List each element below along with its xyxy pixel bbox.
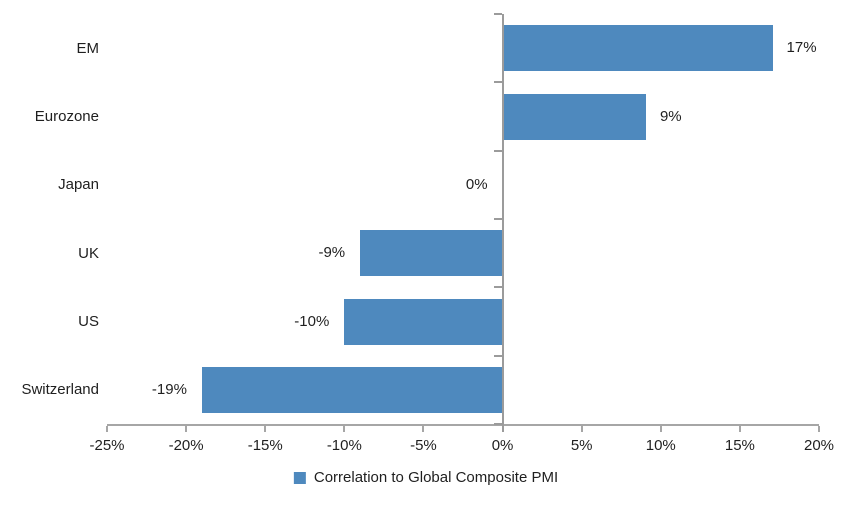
x-axis-tick xyxy=(264,426,267,432)
zero-axis-line xyxy=(501,14,504,432)
category-axis-tick xyxy=(493,81,502,84)
category-label: UK xyxy=(78,244,99,262)
category-axis-tick xyxy=(493,149,502,152)
x-axis-tick xyxy=(818,426,820,432)
value-label: 17% xyxy=(786,39,817,57)
value-label: -9% xyxy=(318,244,346,262)
category-label: Japan xyxy=(58,176,99,194)
x-axis-tick xyxy=(185,426,188,432)
x-tick-label: -10% xyxy=(326,437,362,454)
category-axis-tick xyxy=(493,13,502,15)
x-tick-label: 0% xyxy=(491,437,514,454)
bar-switzerland xyxy=(201,366,503,413)
category-axis-tick xyxy=(493,286,502,289)
legend-swatch-icon xyxy=(293,471,306,484)
category-label: Switzerland xyxy=(21,381,99,399)
value-label: 9% xyxy=(659,107,682,125)
category-label: Eurozone xyxy=(34,107,99,125)
x-axis-tick xyxy=(738,426,741,432)
category-axis-tick xyxy=(493,423,502,425)
category-axis-tick xyxy=(493,354,502,357)
x-tick-label: -5% xyxy=(410,437,437,454)
value-label: -19% xyxy=(151,380,187,398)
x-tick-label: 15% xyxy=(724,437,755,454)
legend: Correlation to Global Composite PMI xyxy=(293,469,559,486)
legend-label: Correlation to Global Composite PMI xyxy=(313,469,559,486)
x-tick-label: 5% xyxy=(570,437,593,454)
value-label: -10% xyxy=(294,312,330,330)
bar-eurozone xyxy=(503,93,646,140)
bar-us xyxy=(344,298,503,345)
value-label: 0% xyxy=(465,175,488,193)
category-label: US xyxy=(78,312,99,330)
x-axis-tick xyxy=(106,426,108,432)
x-axis-tick xyxy=(580,426,583,432)
x-axis-tick xyxy=(422,426,425,432)
x-tick-label: -25% xyxy=(89,437,125,454)
x-axis-line xyxy=(107,424,819,426)
bar-em xyxy=(503,25,773,72)
x-tick-label: 10% xyxy=(645,437,676,454)
x-axis-tick xyxy=(659,426,662,432)
x-tick-label: -20% xyxy=(168,437,204,454)
x-axis-tick xyxy=(343,426,346,432)
category-axis-tick xyxy=(493,218,502,220)
bar-uk xyxy=(360,230,503,277)
x-tick-label: -15% xyxy=(247,437,283,454)
x-tick-label: 20% xyxy=(803,437,835,454)
category-label: EM xyxy=(76,39,100,57)
